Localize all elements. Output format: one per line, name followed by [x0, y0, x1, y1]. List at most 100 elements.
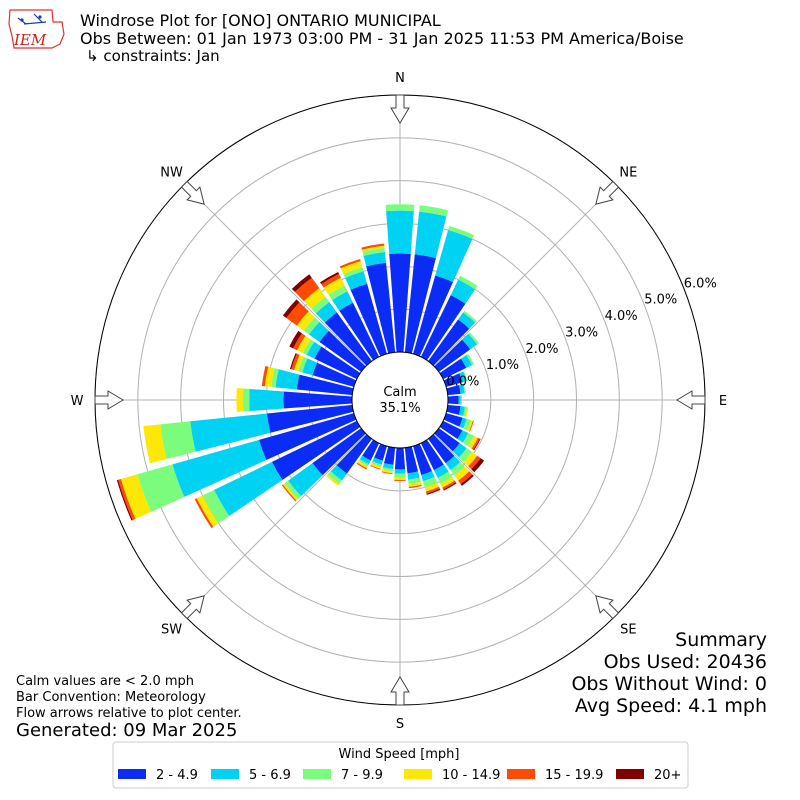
bar-segment [294, 277, 320, 302]
bar-segment [462, 333, 478, 350]
bar-segment [372, 457, 383, 465]
direction-arrow [180, 180, 205, 205]
bar-segment [445, 455, 461, 471]
bar-segment [324, 312, 372, 366]
grid-spoke [433, 183, 617, 367]
bar-segment [343, 267, 364, 279]
bar-segment [361, 245, 385, 252]
bar-segment [458, 384, 465, 394]
bar-segment [386, 210, 414, 254]
bar-segment [460, 354, 473, 368]
ring-label: 1.0% [486, 358, 519, 373]
bar-segment [434, 428, 460, 452]
bar-segment [450, 462, 465, 476]
bar-segment [404, 254, 436, 354]
ring-labels: 0.0% 1.0% 2.0% 3.0% 4.0% 5.0% 6.0% [446, 276, 716, 389]
note-flow-arrows: Flow arrows relative to plot center. [16, 706, 242, 721]
bar-segment [437, 471, 453, 484]
bar-segment [116, 479, 133, 521]
bar-segment [466, 353, 475, 366]
summary-obs-without-wind: Obs Without Wind: 0 [571, 673, 767, 695]
bar-segment [294, 354, 304, 372]
bar-segment [440, 476, 455, 488]
bar-segment [194, 498, 214, 529]
ring-label: 4.0% [605, 309, 638, 324]
bar-segment [473, 438, 481, 451]
bar-segment [366, 262, 396, 354]
bar-segment [404, 446, 419, 474]
bar-segment [303, 288, 326, 309]
bar-segment [330, 465, 347, 481]
bar-segment [361, 243, 385, 250]
note-bar-convention: Bar Convention: Meteorology [16, 690, 206, 705]
bar-segment [259, 413, 357, 461]
bar-segment [394, 473, 406, 478]
bar-segment [413, 443, 432, 476]
ring-label: 5.0% [644, 293, 677, 308]
bar-segment [345, 271, 368, 290]
bar-segment [465, 406, 469, 417]
bar-segment [286, 302, 309, 326]
bar-segment [311, 296, 330, 314]
bar-segment [450, 279, 476, 304]
bar-segment [291, 274, 312, 292]
bar-segment [336, 434, 372, 474]
bar-segment [447, 395, 459, 405]
direction-arrow [390, 676, 410, 706]
legend-swatch [118, 769, 146, 779]
bar-segment [314, 346, 361, 380]
bar-segment [296, 311, 315, 331]
direction-arrow [390, 94, 410, 124]
iem-logo: IEM [8, 9, 65, 49]
legend: Wind Speed [mph] 2 - 4.9 5 - 6.9 7 - 9.9 10… [112, 741, 689, 789]
legend-label: 7 - 9.9 [341, 768, 383, 783]
direction-arrows: N NE E SE S SW W NW [71, 71, 728, 732]
bar-segment [385, 204, 415, 212]
bar-segment [460, 474, 474, 486]
bar-segment [327, 471, 342, 485]
ring-label: 3.0% [565, 325, 598, 340]
direction-arrow [676, 390, 706, 410]
bar-segment [462, 433, 475, 447]
bar-segment [214, 461, 283, 517]
bar-segment [289, 330, 302, 349]
bar-segment [433, 464, 449, 478]
bar-segment [137, 464, 185, 512]
bar-segment [306, 341, 322, 359]
legend-frame [112, 741, 689, 789]
legend-swatch [507, 769, 535, 779]
direction-label: E [719, 394, 727, 409]
grid-spoke [183, 183, 367, 367]
bar-segment [339, 302, 380, 361]
bar-segment [468, 332, 479, 345]
direction-arrow [595, 595, 620, 620]
legend-label: 2 - 4.9 [156, 768, 198, 783]
legend-title: Wind Speed [mph] [339, 747, 460, 762]
bar-segment [460, 395, 463, 405]
bar-segment [463, 371, 468, 382]
chart-title: Windrose Plot for [ONO] ONTARIO MUNICIPA… [80, 11, 441, 30]
bar-segment [362, 439, 380, 461]
bar-segment [283, 391, 353, 409]
bar-segment [242, 388, 250, 412]
bar-segment [370, 465, 381, 470]
bar-segment [202, 489, 230, 524]
logo-text: IEM [13, 31, 47, 49]
bar-segment [420, 295, 466, 361]
bar-segment [288, 463, 323, 497]
bar-segment [312, 428, 366, 476]
bar-segment [384, 446, 396, 465]
bar-segment [271, 420, 361, 480]
bar-segment [394, 447, 406, 470]
bar-segment [374, 443, 387, 461]
summary-obs-used: Obs Used: 20436 [604, 651, 767, 673]
bar-segment [435, 230, 473, 282]
grid-spoke [183, 433, 367, 617]
bar-segment [382, 463, 394, 470]
bar-segment [340, 261, 363, 275]
bar-segment [463, 418, 471, 431]
bar-segment [264, 366, 275, 387]
bar-segment [463, 383, 466, 394]
bar-segment [467, 420, 473, 432]
bar-segment [172, 439, 267, 497]
